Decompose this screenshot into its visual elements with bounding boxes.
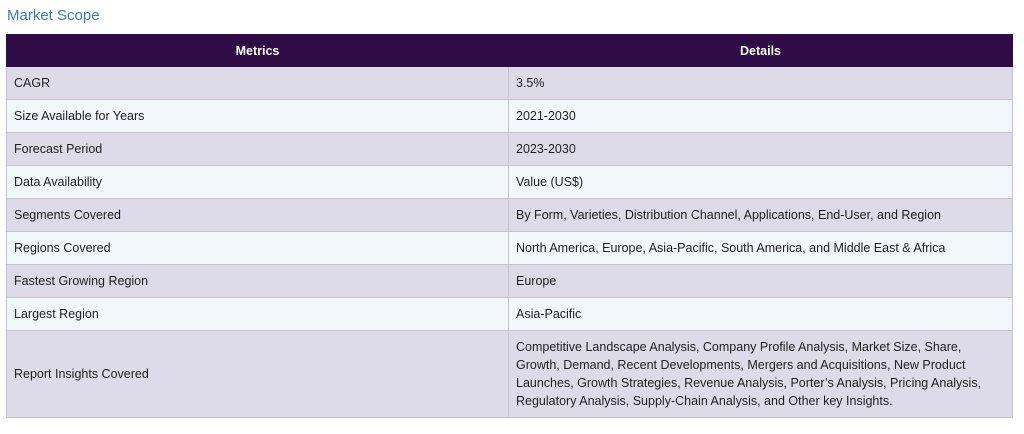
table-row: Segments Covered By Form, Varieties, Dis…	[6, 198, 1013, 232]
header-row: Metrics Details	[6, 34, 1013, 67]
table-row: Forecast Period 2023-2030	[6, 132, 1013, 166]
metric-cell: Forecast Period	[6, 132, 509, 166]
metric-cell: Largest Region	[6, 297, 509, 331]
detail-cell: 2023-2030	[508, 132, 1013, 166]
table-row: Data Availability Value (US$)	[6, 165, 1013, 199]
detail-cell: By Form, Varieties, Distribution Channel…	[508, 198, 1013, 232]
detail-cell: 2021-2030	[508, 99, 1013, 133]
table-header: Metrics Details	[6, 34, 1013, 67]
market-scope-table: Metrics Details CAGR 3.5% Size Available…	[6, 34, 1013, 418]
detail-cell: North America, Europe, Asia-Pacific, Sou…	[508, 231, 1013, 265]
table-row: CAGR 3.5%	[6, 66, 1013, 100]
table-row: Fastest Growing Region Europe	[6, 264, 1013, 298]
table-row: Regions Covered North America, Europe, A…	[6, 231, 1013, 265]
metric-cell: Report Insights Covered	[6, 330, 509, 418]
table-body: CAGR 3.5% Size Available for Years 2021-…	[6, 66, 1013, 418]
metric-cell: Segments Covered	[6, 198, 509, 232]
table-row: Size Available for Years 2021-2030	[6, 99, 1013, 133]
table-row: Report Insights Covered Competitive Land…	[6, 330, 1013, 418]
detail-cell: Value (US$)	[508, 165, 1013, 199]
metric-cell: Fastest Growing Region	[6, 264, 509, 298]
section-title: Market Scope	[7, 7, 100, 24]
detail-cell: Asia-Pacific	[508, 297, 1013, 331]
detail-cell: 3.5%	[508, 66, 1013, 100]
header-metrics: Metrics	[6, 34, 509, 67]
table-row: Largest Region Asia-Pacific	[6, 297, 1013, 331]
detail-cell: Competitive Landscape Analysis, Company …	[508, 330, 1013, 418]
detail-cell: Europe	[508, 264, 1013, 298]
metric-cell: Regions Covered	[6, 231, 509, 265]
header-details: Details	[508, 34, 1013, 67]
metric-cell: Size Available for Years	[6, 99, 509, 133]
metric-cell: CAGR	[6, 66, 509, 100]
metric-cell: Data Availability	[6, 165, 509, 199]
